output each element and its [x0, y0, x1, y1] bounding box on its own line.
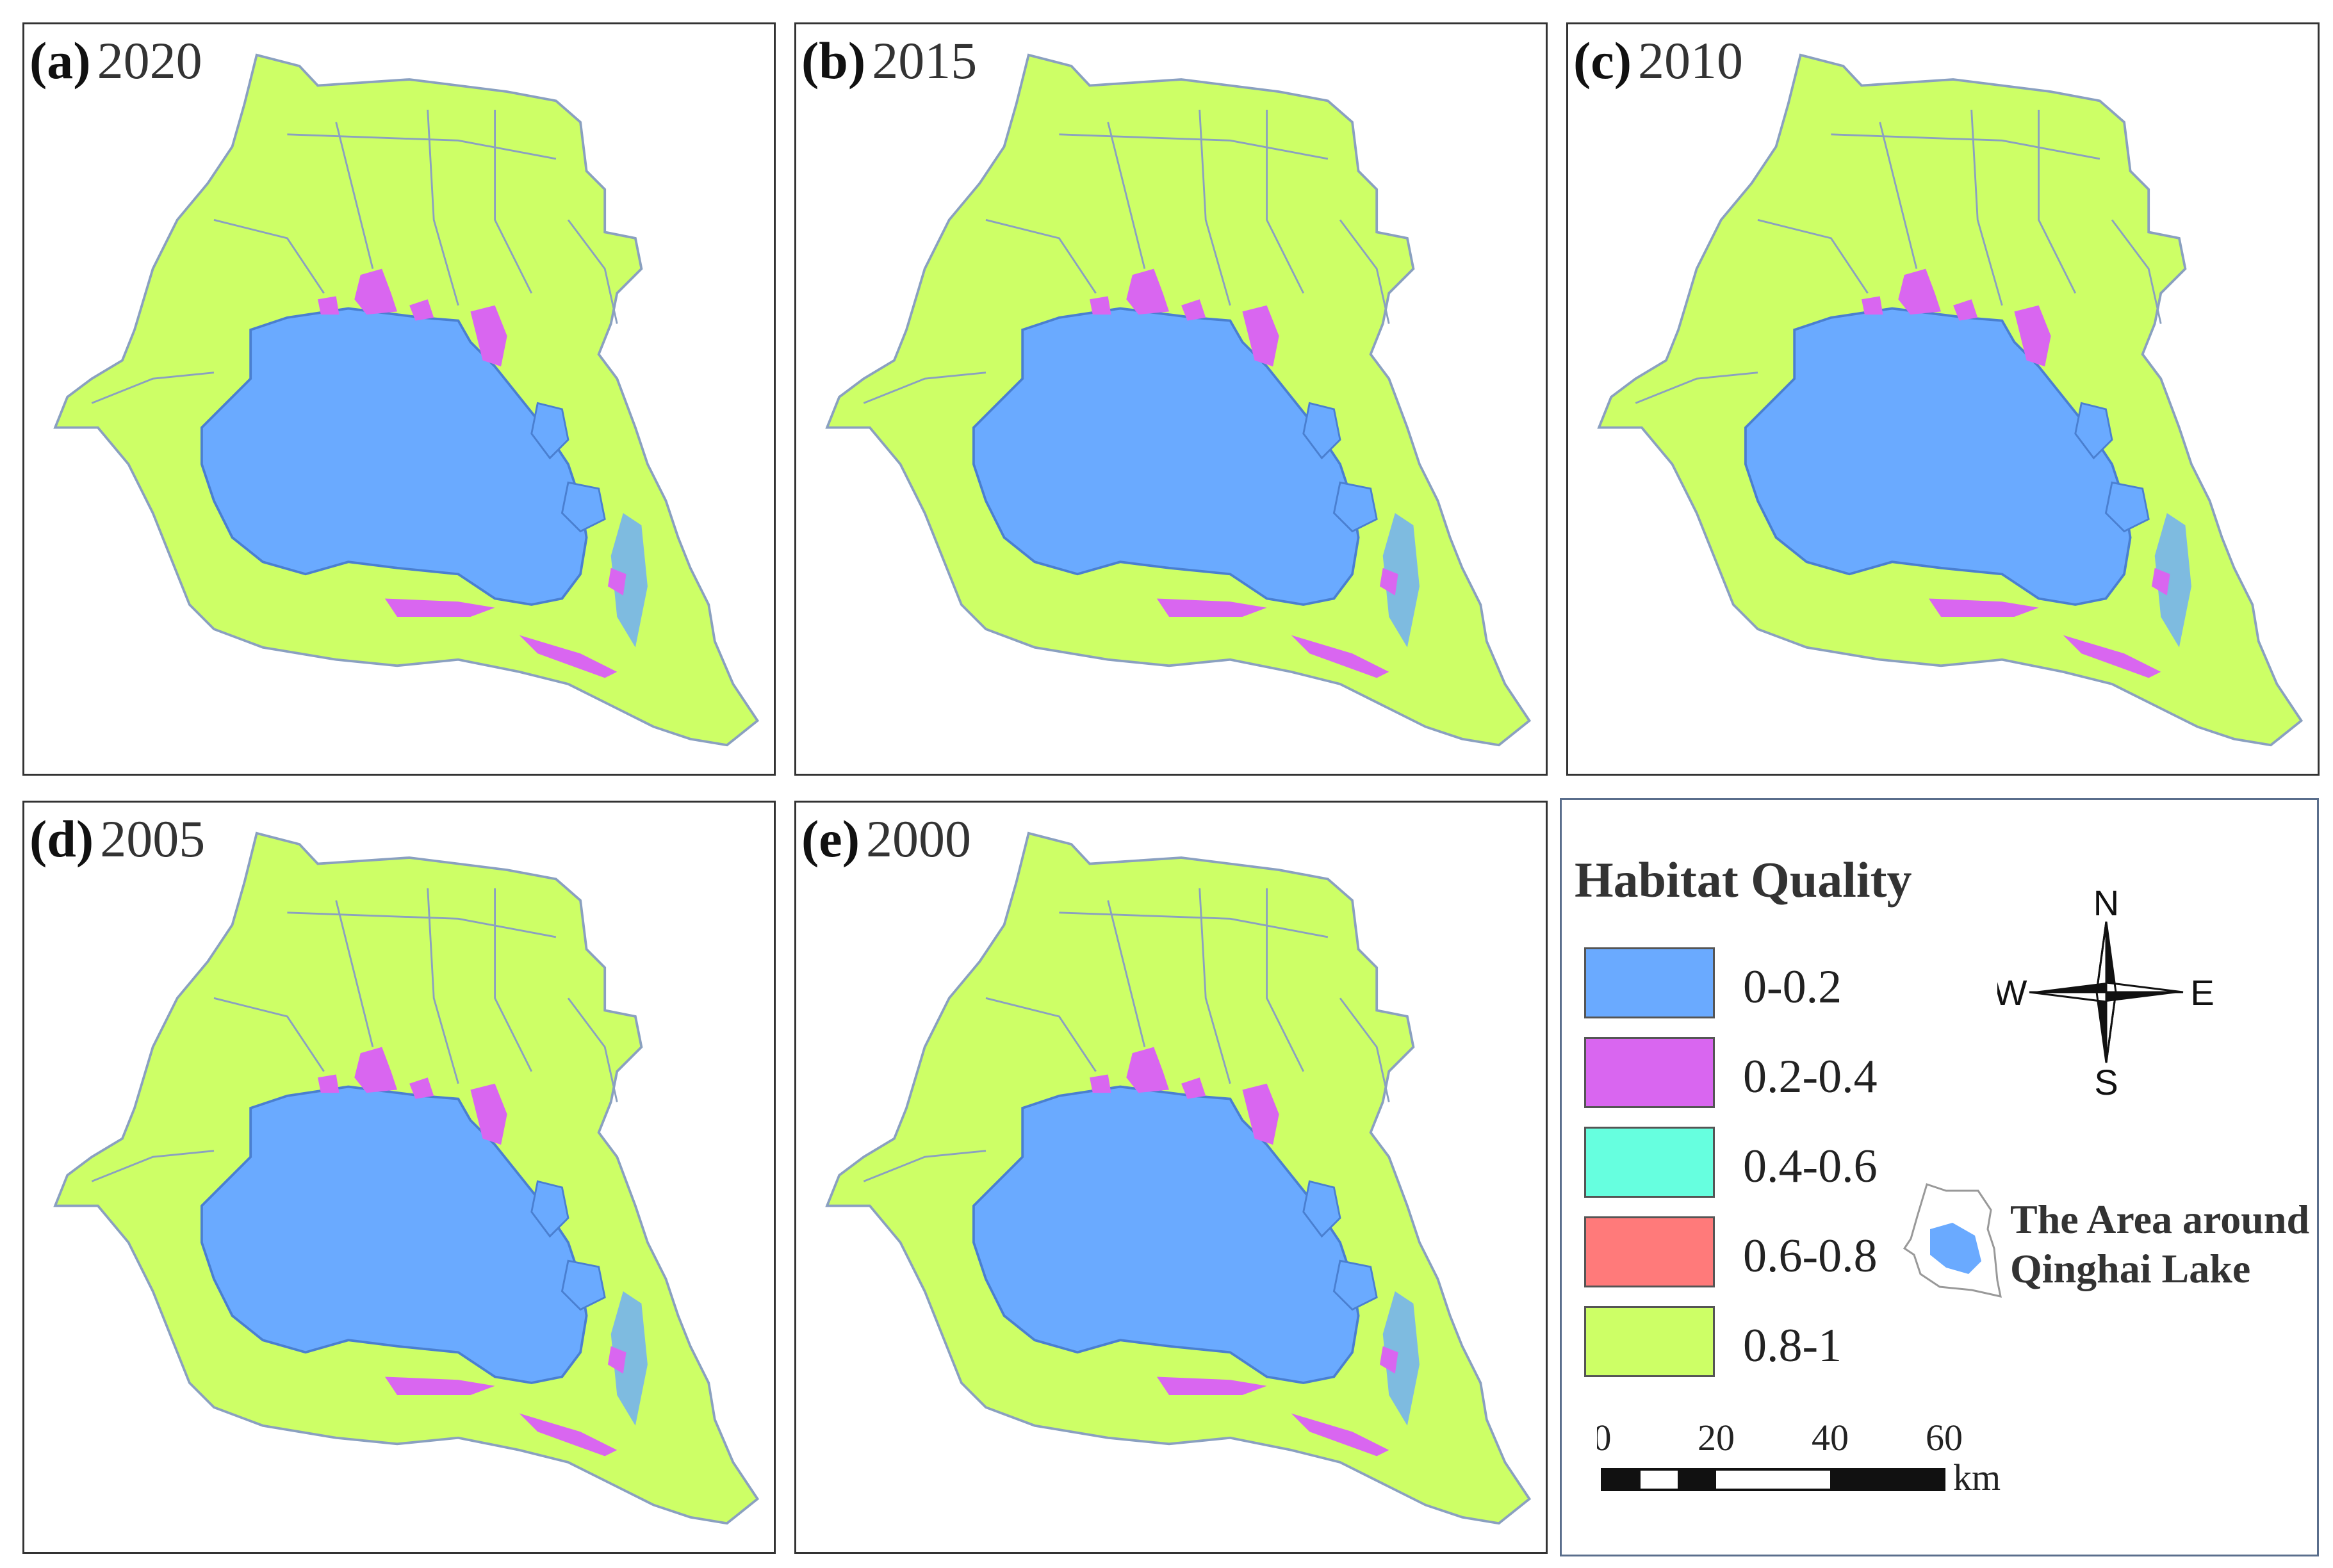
- map-panel-2010: (c) 2010: [1566, 22, 2320, 776]
- legend-label: 0.6-0.8: [1743, 1230, 1878, 1282]
- basin-map: [826, 831, 1531, 1525]
- scale-tick: 0: [1597, 1418, 1612, 1458]
- basin-map: [54, 53, 759, 747]
- legend-swatch: [1584, 1306, 1715, 1377]
- scale-tick: 60: [1926, 1418, 1963, 1458]
- legend-label: 0-0.2: [1743, 961, 1842, 1013]
- basin-map: [826, 53, 1531, 747]
- map-panel-2000: (e) 2000: [794, 801, 1548, 1554]
- legend-item: 0.8-1: [1584, 1306, 2161, 1396]
- panel-label: (c) 2010: [1573, 31, 1744, 90]
- map-panel-2005: (d) 2005: [22, 801, 776, 1554]
- legend-item: 0.4-0.6: [1584, 1127, 2161, 1216]
- legend-title: Habitat Quality: [1575, 852, 1912, 908]
- compass-icon: N S W E: [1997, 883, 2214, 1101]
- panel-label: (d) 2005: [29, 810, 206, 868]
- panel-label: (a) 2020: [29, 31, 202, 90]
- basin-map: [1598, 53, 2303, 747]
- scale-unit: km: [1953, 1457, 2001, 1498]
- legend-panel: Habitat Quality 0-0.2 0.2-0.4 0.4-0.6 0.…: [1560, 798, 2319, 1556]
- legend-label: 0.4-0.6: [1743, 1140, 1878, 1193]
- scale-bar: 0 20 40 60 km: [1597, 1418, 2001, 1498]
- map-panel-2015: (b) 2015: [794, 22, 1548, 776]
- legend-item: 0.2-0.4: [1584, 1037, 2161, 1127]
- panel-label: (e) 2000: [801, 810, 972, 868]
- scale-tick: 20: [1698, 1418, 1735, 1458]
- legend-item: 0-0.2: [1584, 947, 2161, 1037]
- compass-n: N: [2093, 883, 2119, 923]
- legend-swatch: [1584, 947, 1715, 1018]
- panel-label: (b) 2015: [801, 31, 978, 90]
- scale-tick: 40: [1812, 1418, 1849, 1458]
- legend-swatch: [1584, 1127, 1715, 1198]
- compass-w: W: [1997, 972, 2027, 1013]
- inset-locator-map: [1903, 1183, 2002, 1298]
- compass-e: E: [2190, 972, 2214, 1013]
- inset-caption: The Area around Qinghai Lake: [2010, 1196, 2310, 1291]
- legend-swatch: [1584, 1216, 1715, 1287]
- legend-label: 0.8-1: [1743, 1319, 1842, 1372]
- legend-swatch: [1584, 1037, 1715, 1108]
- basin-map: [54, 831, 759, 1525]
- legend-label: 0.2-0.4: [1743, 1050, 1878, 1103]
- compass-s: S: [2094, 1062, 2118, 1101]
- legend-item: 0.6-0.8: [1584, 1216, 2161, 1306]
- map-panel-2020: (a) 2020: [22, 22, 776, 776]
